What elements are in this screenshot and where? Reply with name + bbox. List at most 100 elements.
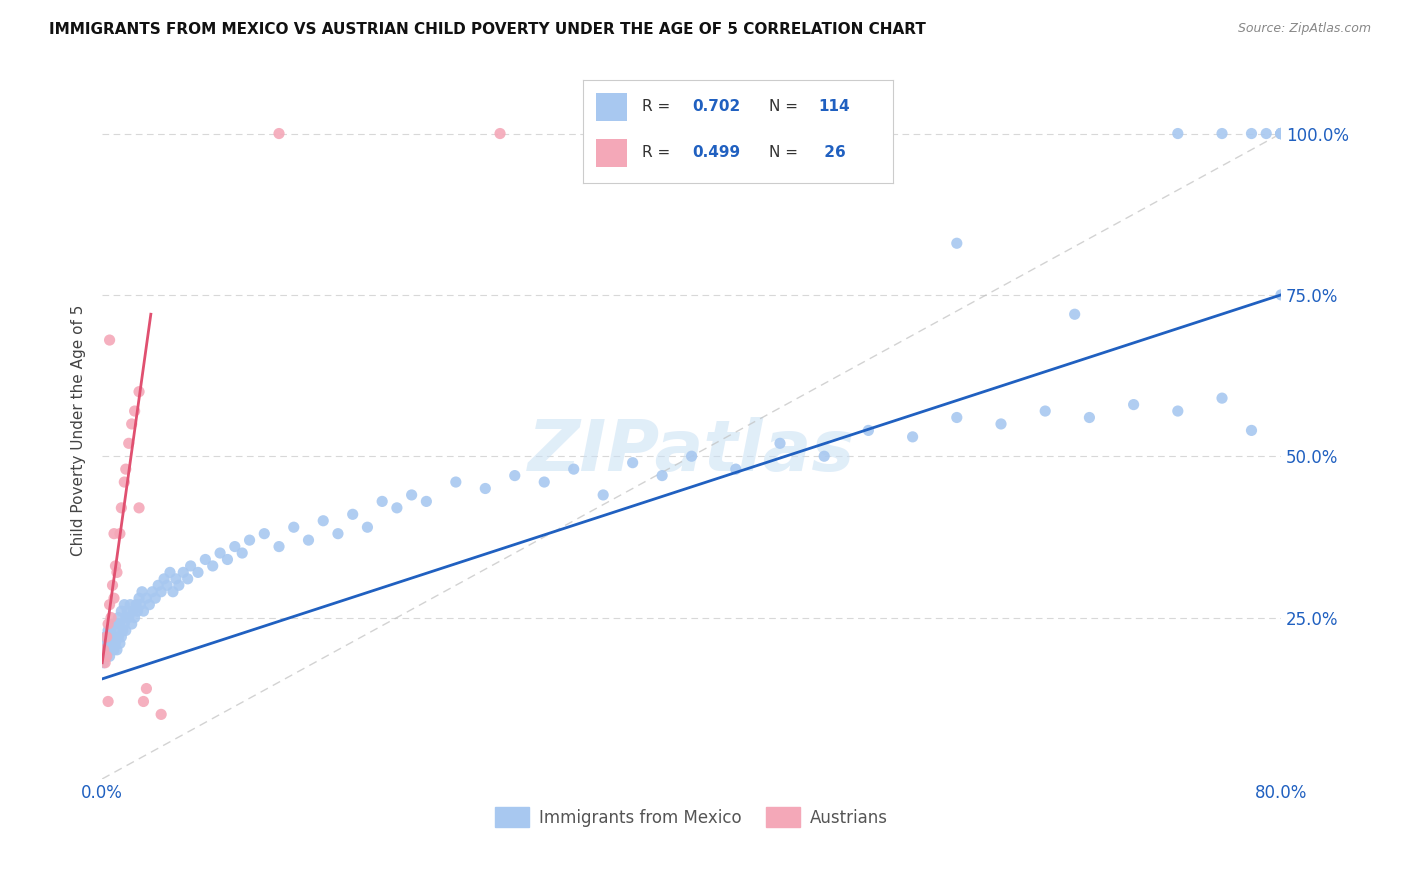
Point xyxy=(138,598,160,612)
Point xyxy=(108,526,131,541)
Point xyxy=(180,558,202,573)
Point xyxy=(103,643,125,657)
Point xyxy=(118,436,141,450)
Point xyxy=(96,630,118,644)
Point xyxy=(110,500,132,515)
Point xyxy=(97,694,120,708)
Point xyxy=(385,500,408,515)
Point xyxy=(96,649,118,664)
Point xyxy=(117,604,139,618)
Point xyxy=(104,558,127,573)
Point xyxy=(112,598,135,612)
Point xyxy=(1033,404,1056,418)
Point xyxy=(297,533,319,548)
Point xyxy=(108,617,131,632)
Point xyxy=(128,384,150,399)
Point xyxy=(342,508,364,522)
Point xyxy=(124,404,146,418)
Point xyxy=(121,417,143,431)
Point xyxy=(124,610,146,624)
Point xyxy=(356,520,378,534)
Bar xyxy=(596,139,627,168)
Point xyxy=(503,468,526,483)
Point xyxy=(94,630,117,644)
Point xyxy=(150,584,173,599)
Point xyxy=(326,526,349,541)
Point xyxy=(141,584,163,599)
Point xyxy=(1240,424,1263,438)
Point xyxy=(209,546,232,560)
Point xyxy=(132,694,155,708)
Point xyxy=(283,520,305,534)
Point xyxy=(143,591,166,606)
Point xyxy=(1270,127,1292,141)
Point xyxy=(946,410,969,425)
Point xyxy=(98,598,121,612)
Point xyxy=(112,475,135,489)
Text: Source: ZipAtlas.com: Source: ZipAtlas.com xyxy=(1237,22,1371,36)
Point xyxy=(129,598,152,612)
Point xyxy=(165,572,187,586)
Text: R =: R = xyxy=(643,99,675,114)
Point xyxy=(103,591,125,606)
Text: 114: 114 xyxy=(818,99,851,114)
Point xyxy=(238,533,260,548)
Point xyxy=(135,681,157,696)
Point xyxy=(105,566,128,580)
Point xyxy=(125,598,148,612)
Point xyxy=(1078,410,1101,425)
Point xyxy=(121,617,143,632)
Point xyxy=(1167,127,1189,141)
Point xyxy=(681,449,703,463)
Point xyxy=(114,624,136,638)
Point xyxy=(194,552,217,566)
Point xyxy=(444,475,467,489)
Point xyxy=(167,578,190,592)
Point xyxy=(1270,127,1292,141)
Point xyxy=(1256,127,1278,141)
Point xyxy=(371,494,394,508)
Point xyxy=(1270,127,1292,141)
Point xyxy=(107,630,129,644)
Text: N =: N = xyxy=(769,99,803,114)
Point xyxy=(201,558,224,573)
Point xyxy=(100,643,122,657)
Point xyxy=(127,604,149,618)
Point xyxy=(267,127,290,141)
Point xyxy=(108,636,131,650)
Point xyxy=(401,488,423,502)
Point xyxy=(101,636,124,650)
Point xyxy=(111,624,134,638)
Point xyxy=(107,610,129,624)
Point xyxy=(132,604,155,618)
Point xyxy=(94,656,117,670)
Text: 26: 26 xyxy=(818,145,845,160)
Point xyxy=(1270,127,1292,141)
Point xyxy=(96,649,118,664)
Y-axis label: Child Poverty Under the Age of 5: Child Poverty Under the Age of 5 xyxy=(72,305,86,556)
Point xyxy=(105,643,128,657)
Point xyxy=(122,604,145,618)
Point xyxy=(153,572,176,586)
Point xyxy=(1122,398,1144,412)
Point xyxy=(312,514,335,528)
Point xyxy=(176,572,198,586)
Point xyxy=(813,449,835,463)
Point xyxy=(114,462,136,476)
Point xyxy=(489,127,512,141)
Point xyxy=(1211,391,1233,405)
Point xyxy=(98,333,121,347)
Text: R =: R = xyxy=(643,145,675,160)
Point xyxy=(1270,127,1292,141)
Point xyxy=(1270,127,1292,141)
Text: 0.702: 0.702 xyxy=(692,99,740,114)
Point xyxy=(769,436,792,450)
Point xyxy=(562,462,585,476)
Point xyxy=(1270,127,1292,141)
Point xyxy=(1270,288,1292,302)
Point xyxy=(162,584,184,599)
Point xyxy=(533,475,555,489)
Point xyxy=(621,456,644,470)
Point xyxy=(105,624,128,638)
Point xyxy=(217,552,239,566)
